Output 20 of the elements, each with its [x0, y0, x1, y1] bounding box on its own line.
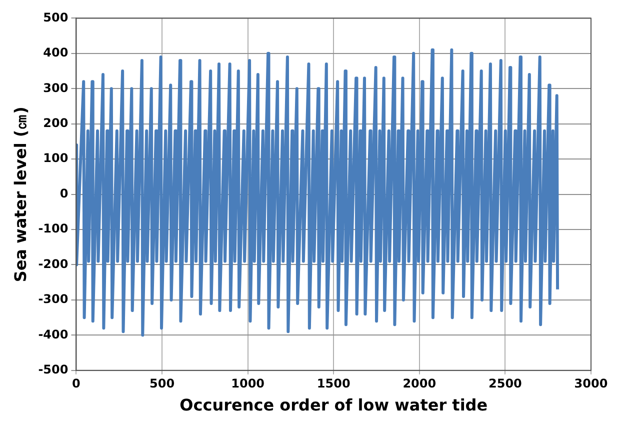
y-tick-label: 300 — [43, 80, 68, 95]
y-tick-label: 400 — [43, 46, 68, 60]
x-tick-label: 1000 — [231, 376, 265, 391]
y-tick-label: -300 — [38, 292, 68, 306]
y-tick-label: -200 — [38, 256, 68, 271]
y-tick-label: 0 — [60, 186, 68, 200]
x-tick-label: 3000 — [574, 376, 608, 391]
x-axis-title: Occurence order of low water tide — [180, 396, 488, 415]
y-tick-label: 100 — [43, 151, 68, 166]
y-tick-label: -400 — [38, 327, 68, 342]
y-tick-label: 200 — [43, 116, 68, 130]
y-axis-title: Sea water level (㎝) — [10, 106, 30, 282]
x-tick-label: 0 — [72, 376, 80, 391]
y-tick-label: 500 — [43, 10, 68, 24]
x-tick-label: 2000 — [402, 376, 436, 391]
x-tick-label: 2500 — [488, 376, 522, 391]
y-tick-label: -500 — [38, 362, 68, 377]
x-tick-label: 1500 — [316, 376, 350, 391]
y-tick-label: -100 — [38, 222, 68, 236]
x-tick-label: 500 — [149, 376, 175, 391]
